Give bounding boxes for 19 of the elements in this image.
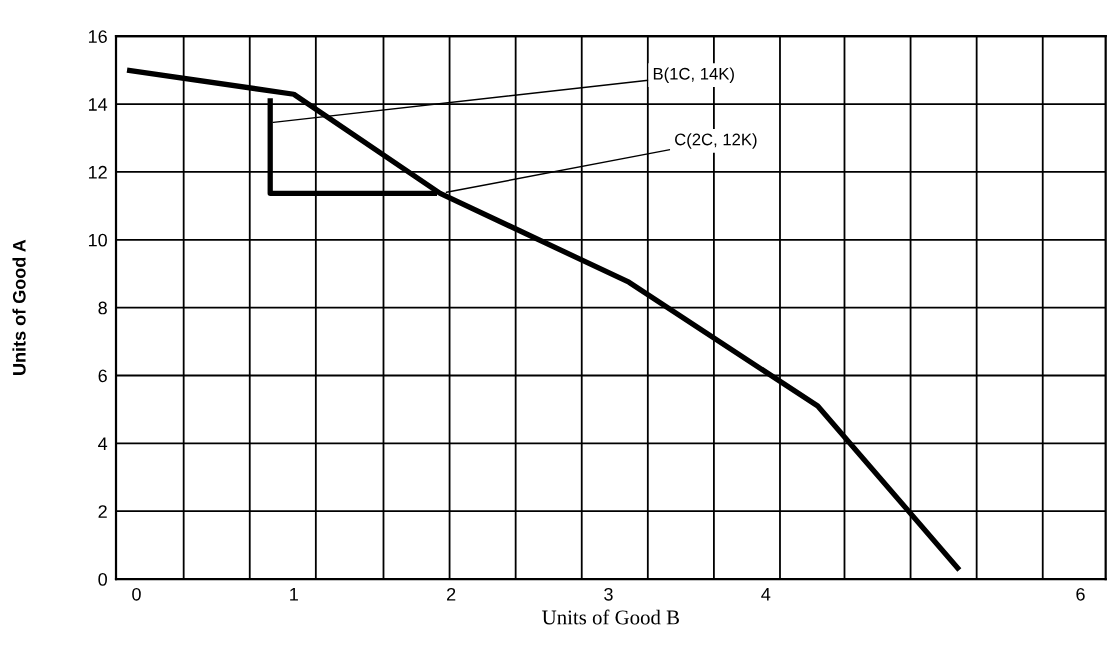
- y-tick-label: 16: [88, 30, 107, 43]
- x-tick-label: 2: [447, 587, 456, 601]
- y-tick-label: 10: [88, 233, 107, 247]
- y-tick-label: 2: [98, 505, 107, 518]
- annotation: B(1C, 14K): [653, 67, 734, 83]
- x-tick-label: 6: [1076, 587, 1085, 601]
- x-tick-label: 3: [604, 587, 613, 601]
- x-tick-label: 1: [290, 588, 298, 601]
- y-tick-label: 6: [98, 369, 107, 383]
- y-axis-title: Units of Good A: [12, 239, 26, 375]
- y-tick-label: 14: [88, 98, 108, 111]
- y-tick-label: 0: [98, 573, 107, 586]
- x-tick-label: 0: [132, 587, 141, 601]
- y-tick-label: 8: [98, 301, 107, 315]
- y-tick-label: 12: [88, 165, 107, 179]
- x-tick-label: 4: [761, 588, 771, 601]
- x-axis-title: Units of Good B: [542, 609, 679, 625]
- annotation: C(2C, 12K): [675, 133, 757, 149]
- y-tick-label: 4: [98, 437, 108, 450]
